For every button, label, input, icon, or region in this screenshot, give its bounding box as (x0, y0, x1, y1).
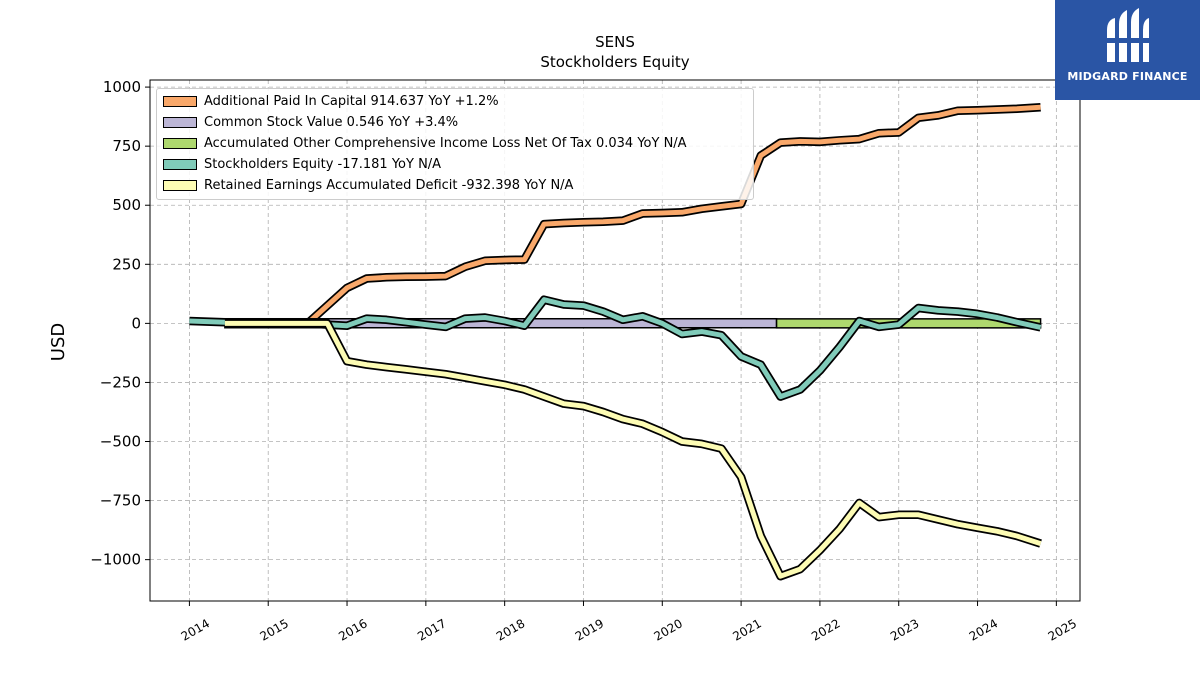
y-tick-label: 0 (131, 314, 141, 332)
legend-entry-additional-paid-in-capital: Additional Paid In Capital 914.637 YoY +… (163, 91, 499, 111)
legend-label: Common Stock Value 0.546 YoY +3.4% (204, 114, 459, 130)
x-tick-label: 2019 (573, 616, 606, 643)
legend-label: Additional Paid In Capital 914.637 YoY +… (204, 93, 499, 109)
chart-subtitle: Stockholders Equity (540, 53, 690, 71)
legend-swatch (163, 116, 197, 128)
x-tick-label: 2020 (652, 616, 685, 643)
x-tick-label: 2014 (179, 616, 212, 643)
x-tick-label: 2016 (336, 616, 369, 643)
legend-label: Retained Earnings Accumulated Deficit -9… (204, 177, 574, 193)
chart-title: SENS (595, 33, 635, 51)
legend-label: Stockholders Equity -17.181 YoY N/A (204, 156, 442, 172)
x-tick-label: 2015 (257, 616, 290, 643)
y-tick-label: −250 (100, 373, 141, 391)
x-tick-label: 2023 (888, 616, 921, 643)
y-tick-label: 750 (112, 137, 141, 155)
legend-entry-stockholders-equity: Stockholders Equity -17.181 YoY N/A (163, 154, 441, 174)
plot-frame (149, 79, 1081, 602)
y-tick-label: 1000 (103, 78, 141, 96)
y-axis-label: USD (48, 323, 69, 361)
y-tick-label: 500 (112, 196, 141, 214)
x-tick-label: 2024 (967, 616, 1000, 643)
x-tick-label: 2018 (494, 616, 527, 643)
legend-swatch (163, 179, 197, 191)
legend-swatch (163, 95, 197, 107)
legend-entry-common-stock-value: Common Stock Value 0.546 YoY +3.4% (163, 112, 458, 132)
chart-legend: Additional Paid In Capital 914.637 YoY +… (156, 88, 754, 200)
legend-entry-accumulated-oci: Accumulated Other Comprehensive Income L… (163, 133, 687, 153)
legend-label: Accumulated Other Comprehensive Income L… (204, 135, 687, 151)
series-additional-paid-in-capital (305, 104, 1041, 326)
series-lines (189, 102, 1042, 581)
legend-entry-retained-earnings: Retained Earnings Accumulated Deficit -9… (163, 175, 573, 195)
x-tick-label: 2021 (730, 616, 763, 643)
y-tick-label: 250 (112, 255, 141, 273)
y-tick-label: −750 (100, 492, 141, 510)
midgard-logo-icon (1105, 8, 1151, 62)
y-tick-label: −500 (100, 433, 141, 451)
x-tick-label: 2025 (1046, 616, 1079, 643)
brand-name: MIDGARD FINANCE (1067, 70, 1188, 83)
x-tick-label: 2017 (415, 616, 448, 643)
y-tick-label: −1000 (90, 551, 141, 569)
legend-swatch (163, 158, 197, 170)
x-tick-label: 2022 (809, 616, 842, 643)
series-stockholders-equity (189, 297, 1042, 400)
legend-swatch (163, 137, 197, 149)
brand-logo: MIDGARD FINANCE (1055, 0, 1200, 100)
series-retained-earnings-accumulated-deficit (224, 320, 1042, 579)
